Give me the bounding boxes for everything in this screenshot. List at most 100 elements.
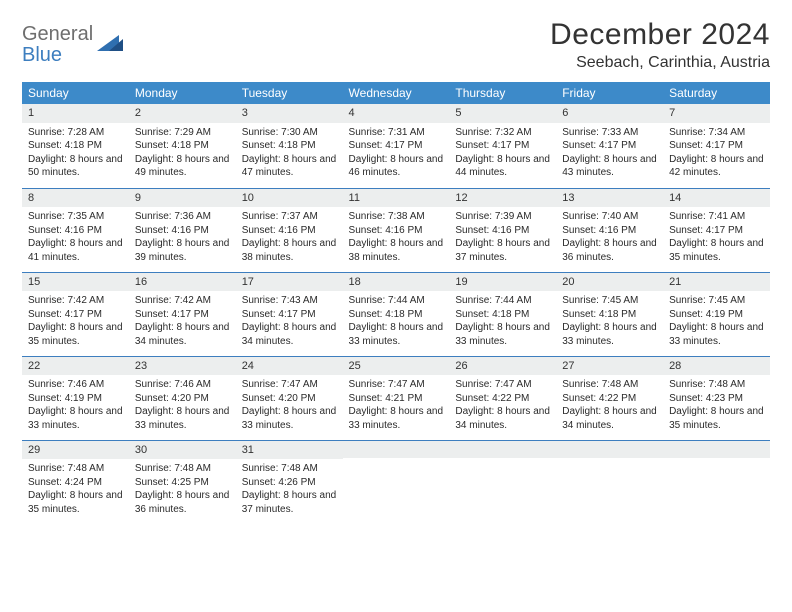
sunset-line: Sunset: 4:16 PM [455, 224, 550, 238]
calendar-row: 22Sunrise: 7:46 AMSunset: 4:19 PMDayligh… [22, 356, 770, 440]
sunrise-line: Sunrise: 7:36 AM [135, 210, 230, 224]
sunrise-value: 7:38 AM [388, 211, 425, 222]
daylight-minutes: 50 [28, 167, 39, 178]
sunset-value: 4:17 PM [172, 309, 209, 320]
sunrise-line: Sunrise: 7:48 AM [562, 378, 657, 392]
sunrise-line: Sunrise: 7:48 AM [135, 462, 230, 476]
day-number: 14 [663, 189, 770, 208]
day-number: 8 [22, 189, 129, 208]
day-number: 21 [663, 273, 770, 292]
daylight-hours: 8 [70, 406, 76, 417]
calendar-cell: 30Sunrise: 7:48 AMSunset: 4:25 PMDayligh… [129, 440, 236, 524]
day-number: 10 [236, 189, 343, 208]
day-body-empty [449, 458, 556, 518]
logo-text-block: General Blue [22, 24, 93, 66]
daylight-minutes: 38 [349, 252, 360, 263]
sunset-line: Sunset: 4:20 PM [242, 392, 337, 406]
sunset-line: Sunset: 4:17 PM [135, 308, 230, 322]
daylight-line: Daylight: 8 hours and 33 minutes. [135, 405, 230, 432]
sunrise-value: 7:42 AM [67, 295, 104, 306]
daylight-hours: 8 [604, 322, 610, 333]
day-body: Sunrise: 7:48 AMSunset: 4:25 PMDaylight:… [129, 459, 236, 522]
logo-blue: Blue [22, 44, 62, 66]
day-number-empty [556, 441, 663, 458]
calendar-cell: 16Sunrise: 7:42 AMSunset: 4:17 PMDayligh… [129, 272, 236, 356]
sunset-value: 4:19 PM [706, 309, 743, 320]
title-block: December 2024 Seebach, Carinthia, Austri… [550, 18, 770, 72]
daylight-line: Daylight: 8 hours and 35 minutes. [28, 489, 123, 516]
sunset-line: Sunset: 4:18 PM [28, 139, 123, 153]
sunset-value: 4:18 PM [599, 309, 636, 320]
sunset-line: Sunset: 4:16 PM [349, 224, 444, 238]
day-body: Sunrise: 7:44 AMSunset: 4:18 PMDaylight:… [343, 291, 450, 354]
daylight-line: Daylight: 8 hours and 34 minutes. [135, 321, 230, 348]
logo-triangle-icon [97, 33, 123, 58]
calendar-cell: 29Sunrise: 7:48 AMSunset: 4:24 PMDayligh… [22, 440, 129, 524]
sunset-line: Sunset: 4:19 PM [669, 308, 764, 322]
daylight-line: Daylight: 8 hours and 34 minutes. [455, 405, 550, 432]
day-body: Sunrise: 7:47 AMSunset: 4:22 PMDaylight:… [449, 375, 556, 438]
sunrise-value: 7:32 AM [495, 127, 532, 138]
calendar-cell: 4Sunrise: 7:31 AMSunset: 4:17 PMDaylight… [343, 104, 450, 188]
day-number: 1 [22, 104, 129, 123]
day-number: 16 [129, 273, 236, 292]
day-body-empty [556, 458, 663, 518]
daylight-minutes: 33 [135, 420, 146, 431]
weekday-header: Saturday [663, 82, 770, 104]
sunset-value: 4:18 PM [492, 309, 529, 320]
day-body: Sunrise: 7:47 AMSunset: 4:21 PMDaylight:… [343, 375, 450, 438]
sunset-value: 4:22 PM [492, 393, 529, 404]
sunrise-line: Sunrise: 7:41 AM [669, 210, 764, 224]
sunset-value: 4:17 PM [278, 309, 315, 320]
calendar-cell: 11Sunrise: 7:38 AMSunset: 4:16 PMDayligh… [343, 188, 450, 272]
daylight-line: Daylight: 8 hours and 43 minutes. [562, 153, 657, 180]
calendar-body: 1Sunrise: 7:28 AMSunset: 4:18 PMDaylight… [22, 104, 770, 524]
day-number: 28 [663, 357, 770, 376]
daylight-minutes: 35 [669, 420, 680, 431]
daylight-hours: 8 [70, 154, 76, 165]
sunset-line: Sunset: 4:16 PM [242, 224, 337, 238]
day-body: Sunrise: 7:46 AMSunset: 4:19 PMDaylight:… [22, 375, 129, 438]
daylight-minutes: 46 [349, 167, 360, 178]
day-number-empty [449, 441, 556, 458]
sunrise-line: Sunrise: 7:32 AM [455, 126, 550, 140]
daylight-minutes: 34 [562, 420, 573, 431]
daylight-hours: 8 [70, 322, 76, 333]
day-body: Sunrise: 7:45 AMSunset: 4:18 PMDaylight:… [556, 291, 663, 354]
calendar-cell: 17Sunrise: 7:43 AMSunset: 4:17 PMDayligh… [236, 272, 343, 356]
day-number: 25 [343, 357, 450, 376]
day-body: Sunrise: 7:34 AMSunset: 4:17 PMDaylight:… [663, 123, 770, 186]
daylight-hours: 8 [604, 406, 610, 417]
sunrise-line: Sunrise: 7:45 AM [562, 294, 657, 308]
daylight-minutes: 47 [242, 167, 253, 178]
calendar-cell: 20Sunrise: 7:45 AMSunset: 4:18 PMDayligh… [556, 272, 663, 356]
day-body: Sunrise: 7:44 AMSunset: 4:18 PMDaylight:… [449, 291, 556, 354]
daylight-line: Daylight: 8 hours and 35 minutes. [28, 321, 123, 348]
sunset-value: 4:17 PM [706, 140, 743, 151]
sunset-value: 4:16 PM [172, 225, 209, 236]
day-number: 29 [22, 441, 129, 460]
calendar-cell [556, 440, 663, 524]
sunrise-line: Sunrise: 7:33 AM [562, 126, 657, 140]
sunrise-line: Sunrise: 7:47 AM [455, 378, 550, 392]
sunset-value: 4:16 PM [599, 225, 636, 236]
daylight-hours: 8 [177, 154, 183, 165]
daylight-line: Daylight: 8 hours and 39 minutes. [135, 237, 230, 264]
daylight-line: Daylight: 8 hours and 36 minutes. [562, 237, 657, 264]
calendar-cell: 27Sunrise: 7:48 AMSunset: 4:22 PMDayligh… [556, 356, 663, 440]
daylight-line: Daylight: 8 hours and 33 minutes. [349, 321, 444, 348]
daylight-minutes: 33 [349, 420, 360, 431]
calendar-cell: 1Sunrise: 7:28 AMSunset: 4:18 PMDaylight… [22, 104, 129, 188]
day-number: 17 [236, 273, 343, 292]
calendar-cell: 19Sunrise: 7:44 AMSunset: 4:18 PMDayligh… [449, 272, 556, 356]
daylight-hours: 8 [497, 238, 503, 249]
sunset-line: Sunset: 4:16 PM [135, 224, 230, 238]
calendar-row: 1Sunrise: 7:28 AMSunset: 4:18 PMDaylight… [22, 104, 770, 188]
sunset-line: Sunset: 4:19 PM [28, 392, 123, 406]
daylight-minutes: 35 [28, 504, 39, 515]
daylight-hours: 8 [283, 406, 289, 417]
sunset-value: 4:17 PM [599, 140, 636, 151]
day-number: 30 [129, 441, 236, 460]
day-number: 26 [449, 357, 556, 376]
sunrise-line: Sunrise: 7:39 AM [455, 210, 550, 224]
